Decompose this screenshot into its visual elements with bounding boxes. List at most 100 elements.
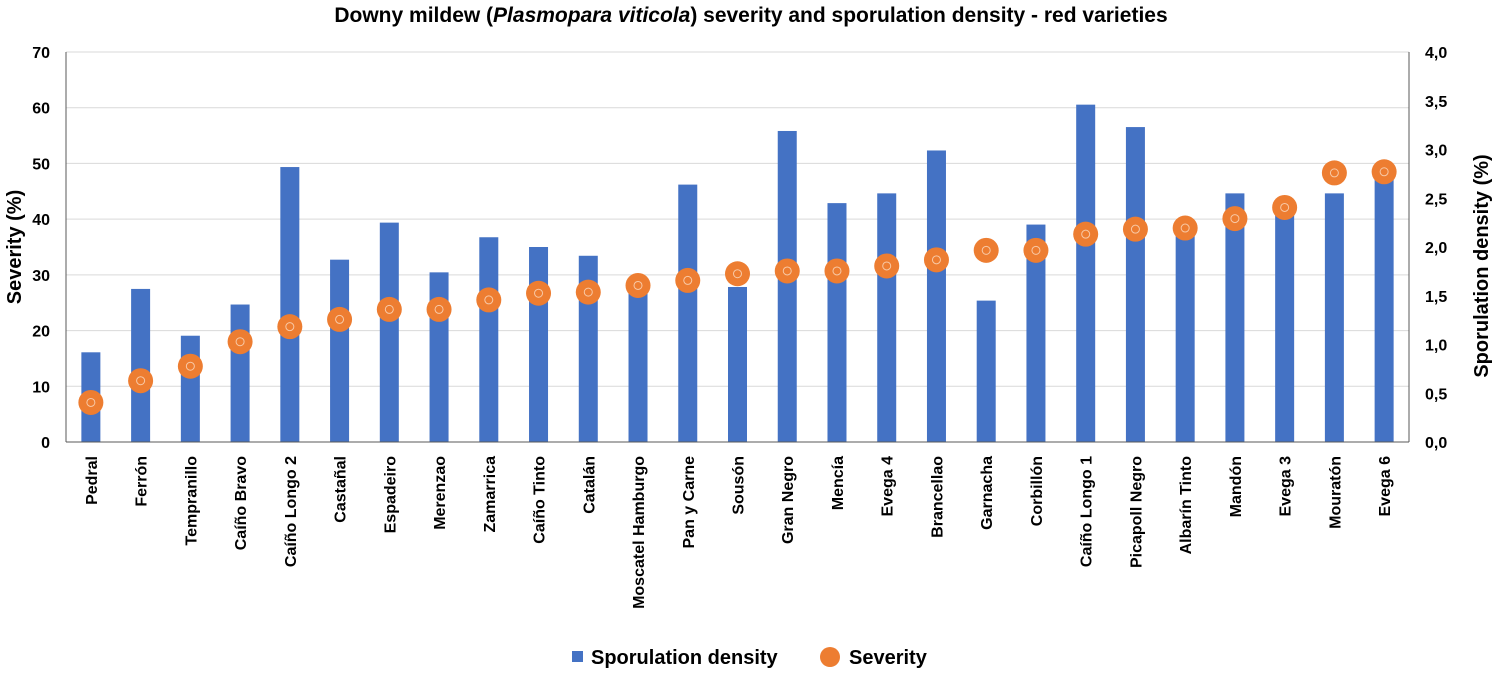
point-severity [1172, 215, 1198, 241]
point-severity [476, 287, 502, 313]
right-tick-label: 3,5 [1425, 94, 1447, 111]
axes: 0 10 20 30 40 50 60 70 0,0 0,5 1,0 1,5 2,0 2,5 3,0 3,5 4… [32, 45, 1447, 452]
scatter-series-severity [78, 159, 1397, 415]
right-tick-label: 2,0 [1425, 240, 1447, 257]
bar-sporulation-density [230, 304, 250, 442]
left-tick-label: 70 [32, 45, 50, 62]
point-severity-center [882, 261, 892, 271]
category-label: Caíño Longo 1 [1079, 456, 1096, 567]
point-severity-center [1130, 224, 1140, 234]
point-severity [526, 280, 552, 306]
point-severity-center [583, 287, 593, 297]
point-severity-center [981, 245, 991, 255]
category-label: Zamarrica [482, 456, 499, 533]
bar-sporulation-density [926, 150, 946, 442]
left-tick-label: 40 [32, 212, 50, 229]
point-severity [177, 353, 203, 379]
point-severity-center [434, 304, 444, 314]
point-severity-center [931, 255, 941, 265]
bar-sporulation-density [628, 288, 648, 442]
bar-sporulation-density [479, 237, 499, 442]
bar-sporulation-density [976, 300, 996, 442]
point-severity [327, 306, 353, 332]
point-severity-center [1230, 214, 1240, 224]
right-tick-label: 0,5 [1425, 386, 1447, 403]
category-label: Moscatel Hamburgo [631, 456, 648, 609]
point-severity-center [782, 266, 792, 276]
category-label: Mandón [1228, 456, 1245, 517]
bar-sporulation-density [330, 259, 350, 442]
right-tick-label: 2,5 [1425, 191, 1447, 208]
bar-sporulation-density [1374, 169, 1394, 442]
category-label: Tempranillo [183, 456, 200, 546]
point-severity-center [235, 337, 245, 347]
point-severity [128, 368, 154, 394]
category-label: Caíño Longo 2 [283, 456, 300, 567]
chart-title-prefix: Downy mildew ( [334, 4, 494, 27]
point-severity [774, 258, 800, 284]
point-severity [227, 329, 253, 355]
category-label: Garnacha [979, 456, 996, 530]
category-label: Albarín Tinto [1178, 456, 1195, 555]
bar-sporulation-density [379, 222, 399, 442]
bar-sporulation-density [1225, 193, 1245, 442]
point-severity [376, 296, 402, 322]
point-severity [675, 267, 701, 293]
right-tick-label: 1,0 [1425, 338, 1447, 355]
left-tick-label: 30 [32, 268, 50, 285]
point-severity-center [633, 280, 643, 290]
left-tick-label: 50 [32, 156, 50, 173]
point-severity-center [185, 361, 195, 371]
point-severity-center [86, 397, 96, 407]
legend: Sporulation density Severity [572, 647, 928, 669]
category-label: Caíño Bravo [233, 456, 250, 550]
left-tick-label: 20 [32, 324, 50, 341]
category-label: Sousón [731, 456, 748, 515]
right-tick-label: 1,5 [1425, 289, 1447, 306]
category-label: Pedral [84, 456, 101, 505]
category-label: Ferrón [134, 456, 151, 507]
category-label: Brancellao [929, 456, 946, 538]
point-severity-center [335, 314, 345, 324]
category-label: Evega 4 [880, 456, 897, 517]
point-severity-center [285, 322, 295, 332]
bar-sporulation-density [1076, 104, 1096, 443]
bar-sporulation-density [877, 193, 897, 442]
point-severity-center [1081, 229, 1091, 239]
chart-title-suffix: ) severity and sporulation density - red… [690, 4, 1168, 27]
category-labels: Pedral Ferrón Tempranillo Caíño Bravo Caíño … [84, 456, 1394, 609]
point-severity-center [136, 376, 146, 386]
category-label: Catalán [581, 456, 598, 514]
bar-sporulation-density [180, 335, 200, 442]
category-label: Merenzao [432, 456, 449, 530]
right-tick-label: 0,0 [1425, 435, 1447, 452]
point-severity-center [1280, 202, 1290, 212]
point-severity-center [1329, 168, 1339, 178]
point-severity [277, 314, 303, 340]
chart-title: Downy mildew (Plasmopara viticola) sever… [0, 4, 1502, 28]
bar-sporulation-density [827, 203, 847, 442]
legend-label-sporulation-density: Sporulation density [591, 647, 779, 669]
point-severity-center [534, 288, 544, 298]
category-label: Mencía [830, 456, 847, 510]
category-label: Caíño Tinto [532, 456, 549, 544]
bar-sporulation-density [1275, 210, 1295, 442]
left-axis-title: Severity (%) [4, 190, 26, 305]
category-label: Espadeiro [382, 456, 399, 534]
bar-sporulation-density [131, 288, 151, 442]
category-label: Evega 6 [1377, 456, 1394, 517]
point-severity [1073, 221, 1099, 247]
point-severity [1272, 194, 1298, 220]
point-severity-center [733, 269, 742, 279]
bar-sporulation-density [1125, 127, 1145, 442]
point-severity-center [484, 295, 494, 305]
left-tick-label: 60 [32, 101, 50, 118]
left-tick-label: 10 [32, 379, 50, 396]
bar-sporulation-density [777, 130, 797, 442]
bar-sporulation-density [1324, 193, 1344, 442]
point-severity-center [1379, 167, 1389, 177]
point-severity [1222, 206, 1248, 232]
left-tick-label: 0 [41, 435, 50, 452]
bar-sporulation-density [529, 247, 549, 442]
point-severity [874, 253, 900, 279]
